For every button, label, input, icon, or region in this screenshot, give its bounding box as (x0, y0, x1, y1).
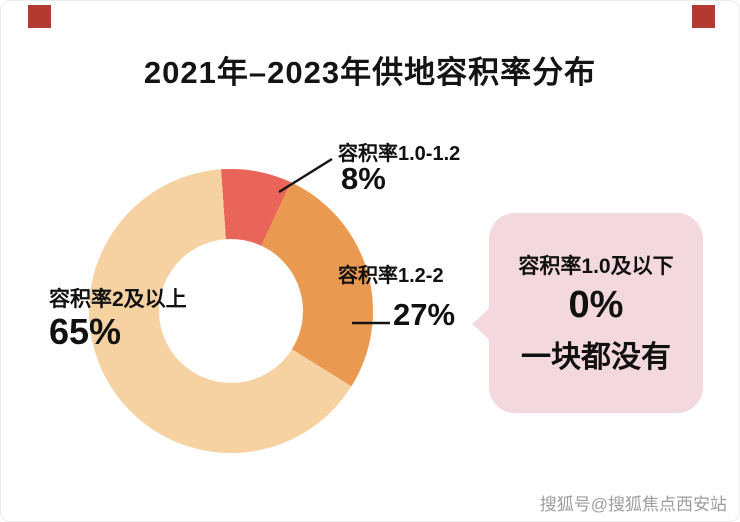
callout-arrow-left (472, 307, 491, 341)
slice-label-1.0-1.2: 容积率1.0-1.2 (338, 143, 461, 165)
decorative-square-right (692, 5, 715, 28)
slice-label-1.2-2: 容积率1.2-2 (338, 265, 444, 287)
callout-note: 一块都没有 (521, 340, 671, 374)
watermark: 搜狐号@搜狐焦点西安站 (539, 495, 727, 514)
callout-value: 0% (568, 284, 624, 327)
callout-bubble: 容积率1.0及以下 0% 一块都没有 (472, 213, 703, 413)
decorative-square-left (28, 5, 51, 28)
chart-title: 2021年–2023年供地容积率分布 (143, 55, 597, 90)
slice-value-1.2-2: 27% (393, 297, 456, 332)
donut-chart (89, 169, 373, 453)
slice-label-2-plus: 容积率2及以上 (49, 288, 187, 311)
slice-value-2-plus: 65% (49, 311, 122, 352)
callout-title: 容积率1.0及以下 (518, 255, 674, 279)
slice-value-1.0-1.2: 8% (341, 161, 386, 196)
